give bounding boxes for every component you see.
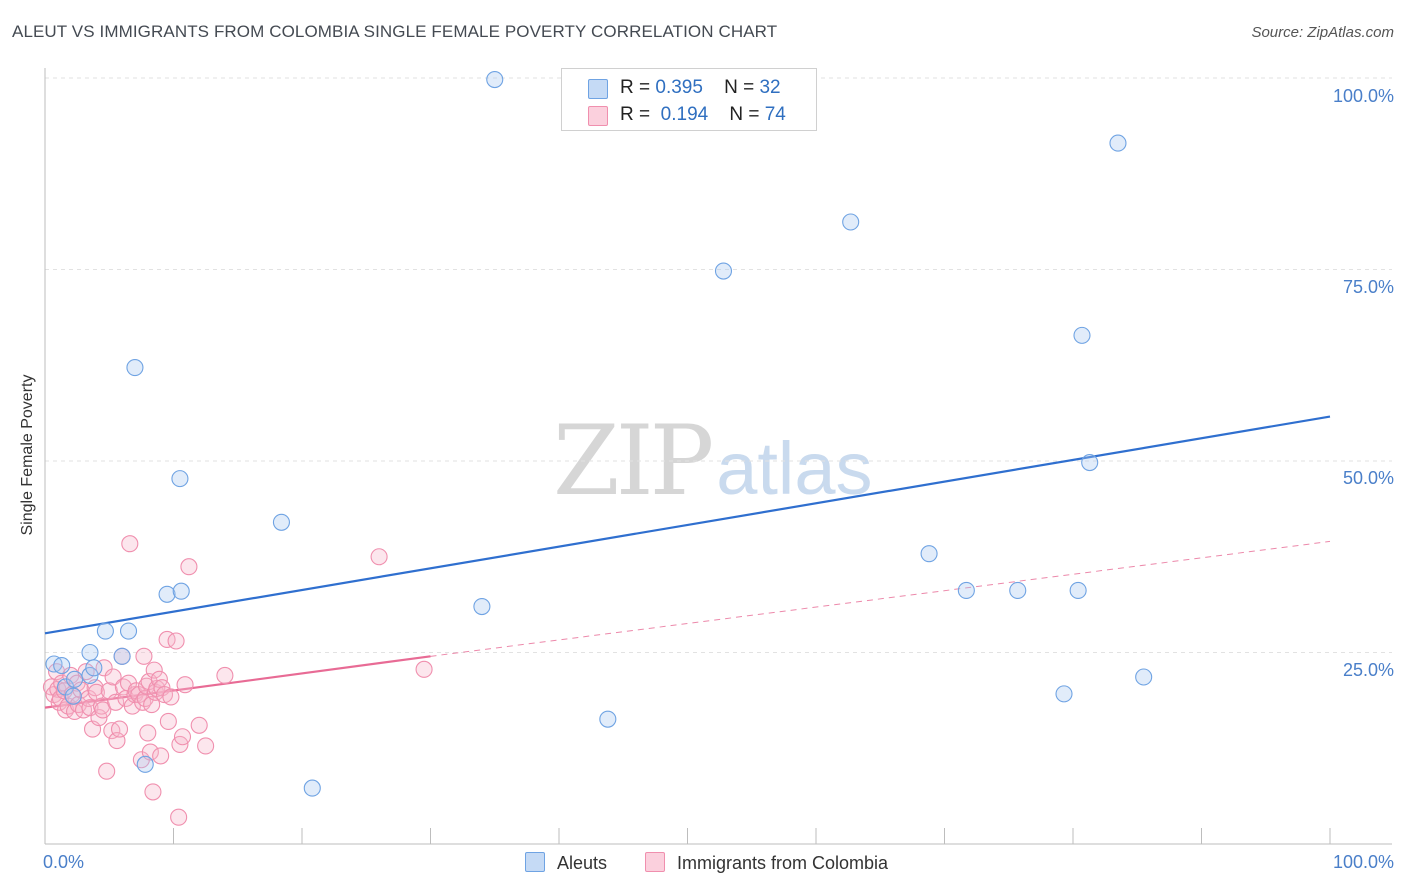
legend-swatch-aleuts bbox=[588, 79, 608, 99]
point-aleuts-14 bbox=[171, 470, 189, 488]
legend-n-label: N = bbox=[729, 104, 760, 125]
bottom-legend-swatch-aleuts bbox=[525, 852, 545, 872]
point-aleuts-27 bbox=[1069, 581, 1087, 600]
point-colombia-45 bbox=[135, 647, 153, 665]
point-aleuts-3 bbox=[64, 687, 82, 705]
point-colombia-59 bbox=[155, 686, 174, 704]
point-colombia-30 bbox=[104, 668, 122, 686]
point-colombia-66 bbox=[173, 728, 192, 746]
bottom-legend-label-aleuts: Aleuts bbox=[557, 853, 608, 873]
point-colombia-48 bbox=[139, 724, 157, 742]
trend-lines bbox=[44, 415, 1331, 709]
legend-r-value: 0.395 bbox=[655, 77, 703, 98]
point-aleuts-29 bbox=[1081, 453, 1099, 472]
point-aleuts-16 bbox=[272, 513, 290, 531]
point-aleuts-19 bbox=[486, 70, 504, 89]
point-aleuts-6 bbox=[81, 666, 99, 685]
bottom-legend-aleuts: Aleuts bbox=[525, 852, 607, 874]
point-colombia-31 bbox=[107, 693, 125, 711]
trend-line-colombia-extrapolated bbox=[430, 540, 1331, 657]
point-aleuts-30 bbox=[1109, 134, 1127, 152]
point-colombia-58 bbox=[153, 679, 171, 697]
legend-n-value: 74 bbox=[764, 104, 786, 125]
point-aleuts-5 bbox=[81, 643, 99, 662]
point-aleuts-13 bbox=[158, 585, 176, 603]
point-aleuts-9 bbox=[113, 647, 131, 665]
point-colombia-68 bbox=[180, 558, 198, 576]
point-colombia-27 bbox=[98, 762, 116, 780]
point-colombia-64 bbox=[170, 808, 188, 826]
legend-n-label: N = bbox=[724, 77, 755, 98]
point-aleuts-12 bbox=[136, 755, 154, 773]
point-aleuts-17 bbox=[303, 779, 321, 797]
point-aleuts-10 bbox=[119, 622, 138, 640]
point-aleuts-21 bbox=[714, 262, 733, 280]
point-aleuts-28 bbox=[1073, 326, 1091, 344]
point-colombia-73 bbox=[415, 660, 433, 678]
bottom-legend-label-colombia: Immigrants from Colombia bbox=[677, 853, 889, 873]
point-aleuts-22 bbox=[842, 213, 860, 231]
point-aleuts-20 bbox=[599, 710, 617, 728]
point-colombia-69 bbox=[190, 716, 208, 734]
correlation-legend: R = 0.395 N = 32 R = 0.194 N = 74 bbox=[561, 68, 817, 131]
y-tick-label-100: 100.0% bbox=[1332, 86, 1394, 106]
x-tick-label-min: 0.0% bbox=[43, 852, 85, 872]
y-tick-label-75: 75.0% bbox=[1342, 277, 1394, 297]
point-colombia-38 bbox=[121, 535, 139, 553]
trend-line-aleuts bbox=[44, 415, 1331, 635]
point-aleuts-7 bbox=[85, 659, 103, 677]
point-colombia-26 bbox=[95, 659, 113, 677]
y-tick-label-50: 50.0% bbox=[1342, 468, 1394, 488]
point-aleuts-24 bbox=[957, 581, 975, 600]
chart-title: ALEUT VS IMMIGRANTS FROM COLOMBIA SINGLE… bbox=[12, 22, 778, 41]
source-label: Source: ZipAtlas.com bbox=[1251, 24, 1394, 41]
y-tick-label-25: 25.0% bbox=[1342, 660, 1394, 680]
point-colombia-57 bbox=[152, 747, 170, 765]
legend-n-value: 32 bbox=[759, 77, 781, 98]
axes bbox=[44, 68, 1392, 845]
legend-swatch-colombia bbox=[588, 106, 608, 126]
bottom-legend-swatch-colombia bbox=[645, 852, 665, 872]
point-colombia-71 bbox=[216, 666, 234, 685]
point-aleuts-1 bbox=[53, 656, 71, 675]
point-aleuts-25 bbox=[1009, 581, 1027, 600]
legend-r-label: R = bbox=[620, 104, 651, 125]
watermark: ZIPatlas bbox=[553, 405, 873, 517]
point-colombia-33 bbox=[110, 720, 129, 738]
point-colombia-61 bbox=[159, 712, 177, 730]
point-aleuts-18 bbox=[473, 597, 491, 616]
point-aleuts-26 bbox=[1055, 685, 1073, 703]
point-colombia-53 bbox=[145, 661, 163, 679]
point-aleuts-8 bbox=[96, 622, 114, 640]
point-colombia-63 bbox=[167, 632, 185, 650]
point-aleuts-15 bbox=[172, 582, 190, 600]
point-aleuts-31 bbox=[1135, 668, 1153, 686]
legend-r-label: R = bbox=[620, 77, 651, 98]
point-aleuts-11 bbox=[126, 358, 144, 377]
series-colombia-points bbox=[42, 535, 433, 826]
point-colombia-67 bbox=[176, 676, 194, 694]
point-colombia-62 bbox=[162, 688, 180, 706]
point-colombia-70 bbox=[197, 737, 215, 755]
point-colombia-46 bbox=[136, 689, 154, 708]
legend-r-value: 0.194 bbox=[660, 104, 709, 125]
bottom-legend-colombia: Immigrants from Colombia bbox=[645, 852, 888, 874]
series-aleuts-points bbox=[45, 70, 1153, 797]
point-colombia-25 bbox=[94, 701, 112, 719]
point-aleuts-4 bbox=[66, 670, 84, 688]
point-colombia-52 bbox=[144, 783, 162, 801]
point-colombia-72 bbox=[370, 548, 388, 566]
gridlines bbox=[45, 77, 1392, 653]
point-aleuts-23 bbox=[920, 545, 938, 563]
watermark-atlas: atlas bbox=[716, 427, 873, 510]
x-tick-label-max: 100.0% bbox=[1332, 852, 1394, 872]
